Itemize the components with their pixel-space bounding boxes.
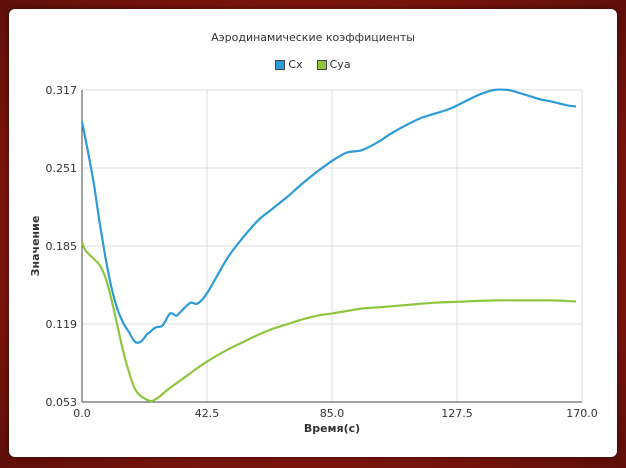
y-tick-label: 0.317 bbox=[46, 84, 78, 97]
x-tick-label: 42.5 bbox=[195, 407, 220, 420]
legend-label-cx: Cx bbox=[288, 58, 303, 71]
legend-item-cx[interactable]: Cx bbox=[275, 58, 303, 71]
legend-label-cya: Cya bbox=[329, 58, 351, 71]
legend-swatch-cya bbox=[316, 59, 327, 70]
y-tick-label: 0.185 bbox=[46, 240, 78, 253]
series-line-cx[interactable] bbox=[80, 88, 577, 344]
chart-window: Аэродинамические коэффициенты Cx Cya 0.0… bbox=[9, 9, 617, 457]
x-axis-label: Время(с) bbox=[304, 422, 360, 435]
x-tick-label: 170.0 bbox=[566, 407, 598, 420]
y-axis-label: Значение bbox=[29, 216, 42, 277]
x-tick-label: 85.0 bbox=[320, 407, 345, 420]
y-tick-label: 0.119 bbox=[46, 318, 78, 331]
chart-plot: 0.0 42.5 85.0 127.5 170.0 0.053 0.119 0.185 0.25… bbox=[29, 84, 598, 435]
tick-labels: 0.0 42.5 85.0 127.5 170.0 0.053 0.119 0.185 0.25… bbox=[46, 84, 598, 420]
series-line-cya[interactable] bbox=[80, 242, 577, 403]
x-tick-label: 0.0 bbox=[73, 407, 91, 420]
legend: Cx Cya bbox=[9, 58, 617, 71]
y-tick-label: 0.053 bbox=[46, 396, 78, 409]
chart-title: Аэродинамические коэффициенты bbox=[211, 31, 415, 44]
legend-swatch-cx bbox=[275, 59, 286, 70]
y-tick-label: 0.251 bbox=[46, 162, 78, 175]
legend-item-cya[interactable]: Cya bbox=[316, 58, 351, 71]
x-tick-label: 127.5 bbox=[441, 407, 473, 420]
grid bbox=[82, 89, 583, 402]
series-group bbox=[80, 88, 577, 403]
